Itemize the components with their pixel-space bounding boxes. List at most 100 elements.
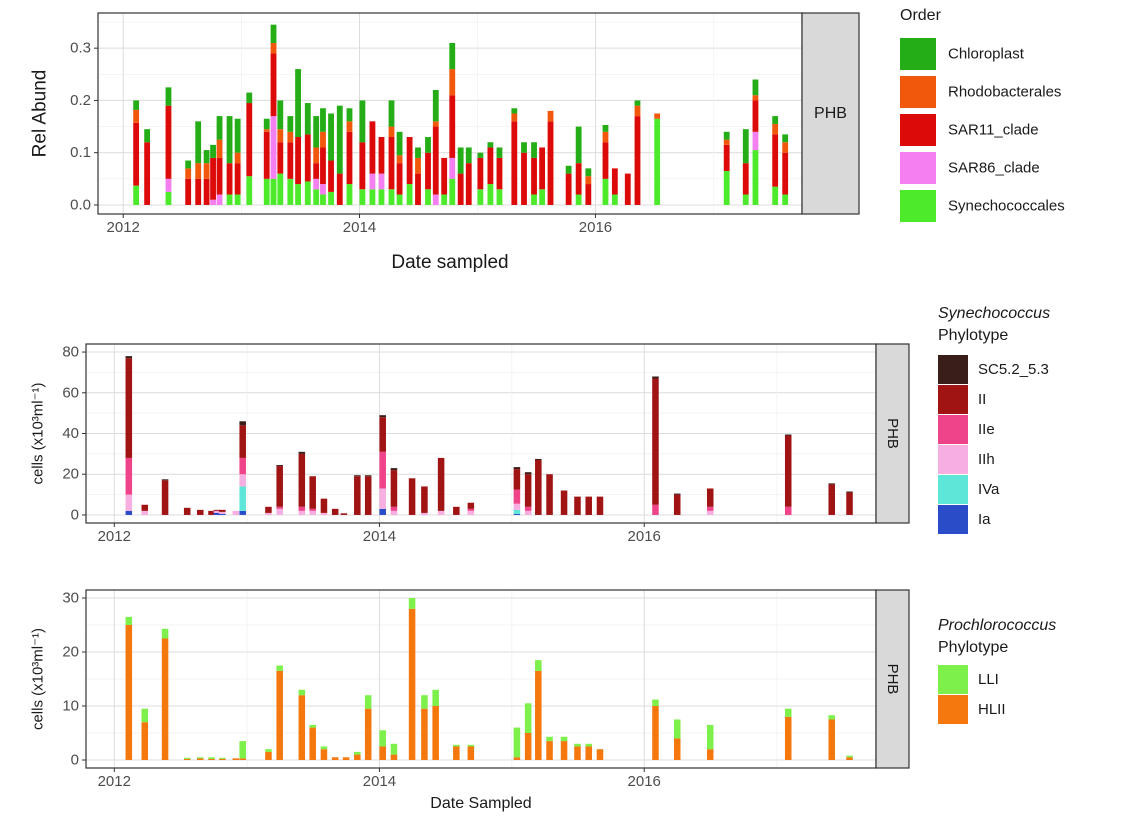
y-axis: 0.0 0.1 0.2 0.3	[70, 40, 98, 213]
bar-segment-synechococcales	[477, 189, 484, 205]
bar-segment-synechococcales	[782, 194, 789, 205]
bar-segment-sar11-clade	[346, 131, 353, 185]
bar-segment-ii	[574, 496, 581, 515]
bar-segment-sar11-clade	[752, 100, 759, 132]
bar-segment-synechococcales	[487, 184, 494, 205]
bar-segment-sar86-clade	[210, 199, 216, 205]
legend-title: Order	[900, 7, 942, 24]
bar-segment-rhodobacterales	[185, 168, 192, 179]
bar-segment-lli	[309, 724, 316, 728]
bar-segment-synechococcales	[133, 185, 140, 205]
bar-segment-ii	[213, 509, 221, 511]
legend-label: SC5.2_5.3	[978, 361, 1049, 378]
bar-segment-sar11-clade	[575, 163, 582, 195]
bar-segment-lli	[432, 689, 439, 706]
legend-label: LLI	[978, 671, 999, 688]
bar-segment-iie	[390, 506, 398, 511]
bar-segment-hlii	[560, 741, 568, 760]
bar-segment-hlii	[513, 757, 521, 760]
bar-segment-ii	[340, 513, 348, 515]
bar-segment-ii	[524, 474, 532, 507]
bar-segment-iih	[379, 488, 386, 509]
bar-segment-sar11-clade	[565, 173, 572, 205]
bar-segment-rhodobacterales	[234, 152, 241, 164]
bar-segment-chloroplast	[415, 147, 421, 158]
x-axis-title: Date Sampled	[430, 795, 531, 812]
bar-segment-sar11-clade	[246, 103, 253, 177]
bar-segment-sc5-2-5-3	[298, 451, 306, 454]
bar-segment-iih	[309, 510, 316, 515]
y-tick-label: 10	[62, 697, 79, 714]
y-axis-title: cells (x10³ml⁻¹)	[30, 628, 47, 730]
bar-segment-synechococcales	[295, 184, 301, 205]
bar-segment-sar11-clade	[304, 134, 311, 182]
bar-segment-synechococcales	[575, 194, 582, 205]
bars	[133, 24, 789, 205]
bar-segment-chloroplast	[165, 87, 172, 106]
bar-segment-chloroplast	[634, 100, 641, 106]
bar-segment-chloroplast	[144, 129, 151, 143]
bar-segment-hlii	[524, 732, 532, 760]
y-tick-label: 0.2	[70, 92, 91, 109]
bar-segment-iih	[421, 512, 428, 515]
bar-segment-chloroplast	[432, 89, 439, 122]
bar-segment-iie	[239, 457, 246, 475]
bar-segment-chloroplast	[487, 142, 494, 148]
bar-segment-chloroplast	[565, 165, 572, 174]
bar-segment-iih	[213, 510, 221, 513]
bar-segment-ii	[706, 488, 714, 507]
bar-segment-iie	[379, 451, 386, 489]
bar-segment-iih	[232, 510, 240, 515]
bar-segment-lli	[408, 598, 416, 609]
bar-segment-hlii	[652, 706, 659, 760]
bar-segment-iih	[239, 474, 246, 487]
bar-segment-sar11-clade	[634, 116, 641, 205]
bar-segment-synechococcales	[496, 189, 503, 205]
bar-segment-synechococcales	[165, 191, 172, 205]
bar-segment-chloroplast	[226, 116, 233, 164]
bar-segment-ii	[421, 486, 428, 513]
bar-segment-rhodobacterales	[203, 163, 210, 179]
bar-segment-hlii	[467, 746, 475, 760]
bar-segment-ii	[437, 457, 445, 511]
bar-segment-iih	[125, 494, 133, 511]
bar-segment-hlii	[309, 727, 316, 760]
bar-segment-synechococcales	[602, 178, 609, 205]
bar-segment-sar86-clade	[369, 173, 376, 190]
bar-segment-ii	[239, 425, 246, 458]
bar-segment-rhodobacterales	[634, 105, 641, 117]
bar-segment-ia	[379, 508, 386, 515]
bar-segment-sar11-clade	[295, 137, 301, 185]
bar-segment-sar11-clade	[415, 173, 421, 205]
bar-segment-ii	[309, 476, 316, 509]
bar-segment-ii	[298, 453, 306, 507]
bar-segment-lli	[524, 703, 532, 733]
bar-segment-ia	[125, 510, 133, 515]
bar-segment-iie	[652, 504, 659, 515]
bar-segment-hlii	[141, 722, 149, 760]
bar-segment-chloroplast	[313, 116, 320, 148]
facet-strip-label: PHB	[884, 418, 901, 449]
bar-segment-chloroplast	[295, 69, 301, 138]
bar-segment-sar11-clade	[388, 137, 395, 190]
bar-segment-hlii	[196, 758, 204, 760]
y-tick-label: 0.3	[70, 40, 91, 57]
bar-segment-ii	[784, 435, 792, 507]
bar-segment-ii	[331, 508, 339, 515]
bar-segment-iie	[276, 506, 283, 509]
bar-segment-iva	[239, 486, 246, 511]
bars	[125, 598, 853, 760]
bar-segment-ii	[219, 509, 226, 512]
bar-segment-sar11-clade	[144, 142, 151, 205]
bar-segment-synechococcales	[320, 194, 326, 205]
bar-segment-synechococcales	[246, 176, 253, 205]
bar-segment-hlii	[276, 670, 283, 760]
bar-segment-hlii	[331, 757, 339, 760]
bar-segment-sar11-clade	[226, 163, 233, 195]
bar-segment-lli	[652, 699, 659, 706]
bar-segment-ii	[535, 459, 542, 515]
legend-title-italic: Synechococcus	[938, 305, 1050, 322]
legend-title: Phylotype	[938, 639, 1008, 656]
bar-segment-ii	[846, 492, 853, 515]
bar-segment-ii	[208, 510, 215, 515]
